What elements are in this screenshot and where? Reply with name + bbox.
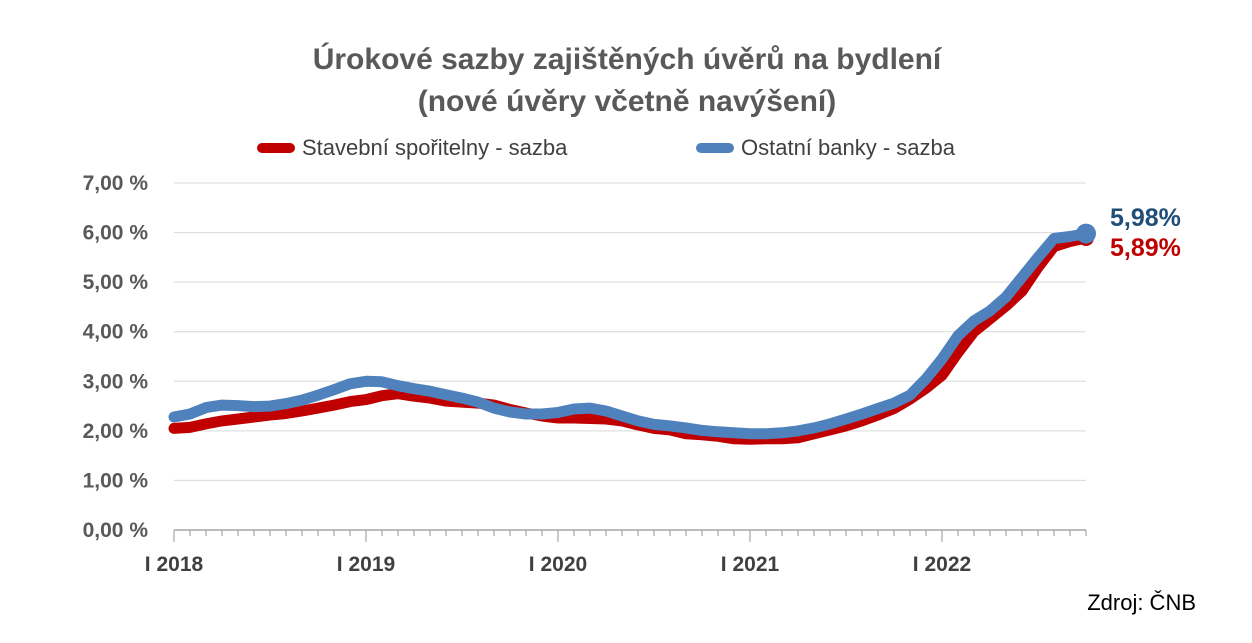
source-note: Zdroj: ČNB: [1087, 590, 1196, 615]
series-line-1: [168, 228, 1092, 440]
legend-label-ostatni-banky: Ostatní banky - sazba: [741, 135, 956, 160]
y-tick-label: 0,00 %: [83, 519, 149, 542]
gridlines: [174, 182, 1086, 481]
legend: Stavební spořitelny - sazba Ostatní bank…: [257, 135, 956, 160]
y-tick-label: 6,00 %: [83, 222, 149, 245]
series-lines: [168, 223, 1096, 445]
y-tick-label: 1,00 %: [83, 469, 149, 492]
series-line-0: [168, 232, 1092, 445]
chart-title: Úrokové sazby zajištěných úvěrů na bydle…: [313, 42, 943, 76]
y-tick-label: 4,00 %: [83, 321, 149, 344]
x-tick-label: I 2019: [337, 553, 395, 576]
x-axis-tick-labels: I 2018 I 2019 I 2020 I 2021 I 2022: [145, 553, 971, 576]
y-tick-label: 2,00 %: [83, 420, 149, 443]
chart-subtitle: (nové úvěry včetně navýšení): [418, 85, 837, 118]
y-tick-label: 3,00 %: [83, 370, 149, 393]
y-axis-tick-labels: 0,00 % 1,00 % 2,00 % 3,00 % 4,00 % 5,00 % 6,00…: [83, 172, 149, 542]
end-value-label-0: 5,89%: [1110, 234, 1181, 262]
x-axis: [173, 529, 1087, 542]
end-value-label-1: 5,98%: [1110, 204, 1181, 232]
series-end-marker-1: [1076, 223, 1096, 244]
y-tick-label: 5,00 %: [83, 271, 149, 294]
legend-item-ostatni-banky: Ostatní banky - sazba: [696, 135, 956, 160]
legend-item-stavebni-sporitelny: Stavební spořitelny - sazba: [257, 135, 568, 160]
x-tick-label: I 2018: [145, 553, 204, 576]
x-tick-label: I 2020: [529, 553, 587, 576]
y-tick-label: 7,00 %: [83, 172, 149, 195]
end-labels: 5,89%5,98%: [1110, 204, 1181, 262]
x-tick-label: I 2022: [913, 553, 971, 576]
x-tick-label: I 2021: [721, 553, 780, 576]
legend-label-stavebni-sporitelny: Stavební spořitelny - sazba: [302, 135, 568, 160]
